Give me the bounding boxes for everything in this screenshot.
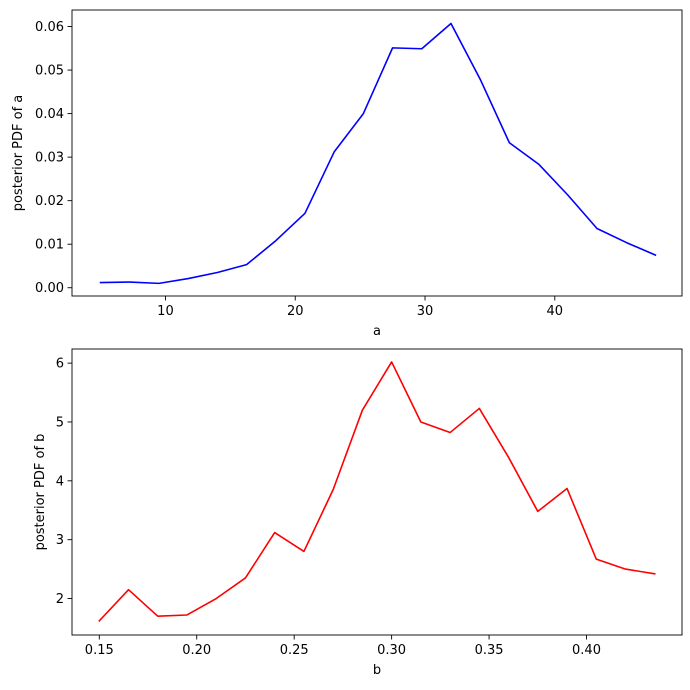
x-tick-label-a: 30 (417, 304, 434, 319)
y-tick-label-b: 6 (56, 357, 64, 372)
y-tick-label-b: 4 (56, 474, 64, 489)
x-axis-label-a: a (373, 324, 381, 339)
series-line-b (98, 361, 656, 623)
plot-frame-a (71, 9, 683, 297)
x-tick-label-a: 20 (287, 304, 304, 319)
x-tick-label-a: 10 (157, 304, 174, 319)
y-axis-label-b: posterior PDF of b (33, 434, 48, 551)
y-tick-label-a: 0.03 (35, 151, 64, 166)
x-tick-label-b: 0.15 (85, 643, 114, 658)
y-tick-label-b: 5 (56, 415, 64, 430)
y-tick-label-b: 3 (56, 533, 64, 548)
x-axis-label-b: b (373, 663, 381, 678)
x-tick-label-b: 0.30 (377, 643, 406, 658)
x-tick-label-b: 0.40 (572, 643, 601, 658)
y-axis-label-a: posterior PDF of a (11, 95, 26, 212)
chart-panel-a: 10 20 30 40 0.00 0.01 0.02 0.03 0.04 0.05 0.06 a pos… (11, 9, 683, 339)
chart-panel-b: 0.15 0.20 0.25 0.30 0.35 0.40 2 3 4 5 6 b posterior … (33, 348, 683, 678)
y-tick-label-b: 2 (56, 592, 64, 607)
y-tick-label-a: 0.05 (35, 64, 64, 79)
plot-frame-b (71, 348, 683, 636)
x-tick-label-b: 0.25 (280, 643, 309, 658)
y-tick-label-a: 0.02 (35, 194, 64, 209)
x-tick-label-b: 0.35 (475, 643, 504, 658)
x-tick-label-b: 0.20 (182, 643, 211, 658)
y-tick-label-a: 0.06 (35, 20, 64, 35)
y-tick-label-a: 0.01 (35, 238, 64, 253)
y-tick-label-a: 0.00 (35, 281, 64, 296)
y-tick-label-a: 0.04 (35, 107, 64, 122)
x-tick-label-a: 40 (547, 304, 564, 319)
series-line-a (99, 22, 657, 285)
